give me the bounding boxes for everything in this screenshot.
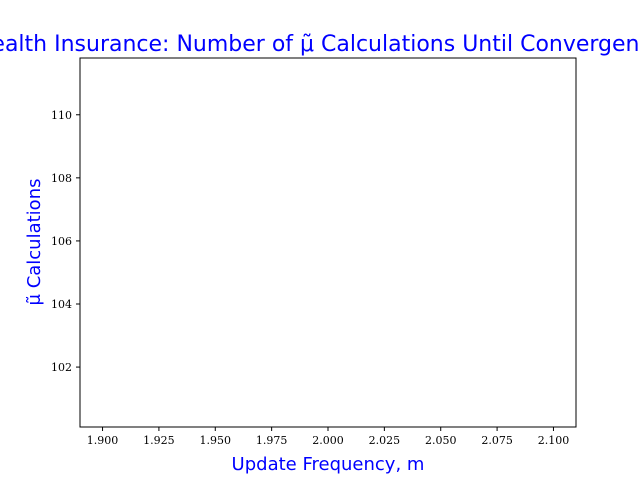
y-tick-label: 102 <box>51 361 72 374</box>
x-tick-label: 2.075 <box>481 434 513 447</box>
y-tick-label: 108 <box>51 172 72 185</box>
x-tick-label: 2.025 <box>369 434 401 447</box>
y-axis: 102 104 106 108 110 <box>51 109 80 374</box>
y-axis-label: μ̃ Calculations <box>24 179 45 306</box>
y-tick-label: 104 <box>51 298 72 311</box>
x-tick-label: 2.050 <box>425 434 457 447</box>
x-tick-label: 2.000 <box>312 434 344 447</box>
y-tick-label: 106 <box>51 235 72 248</box>
x-tick-label: 2.100 <box>538 434 570 447</box>
chart-title: Health Insurance: Number of μ̃ Calculati… <box>0 32 640 57</box>
x-tick-label: 1.950 <box>200 434 232 447</box>
x-axis-label: Update Frequency, m <box>232 454 425 475</box>
plot-area <box>79 57 577 428</box>
x-tick-label: 1.975 <box>256 434 288 447</box>
x-tick-label: 1.900 <box>87 434 119 447</box>
y-tick-label: 110 <box>51 109 72 122</box>
axes-frame <box>79 57 577 428</box>
x-tick-label: 1.925 <box>143 434 175 447</box>
x-axis: 1.900 1.925 1.950 1.975 2.000 2.025 2.050 2.075… <box>87 427 569 447</box>
